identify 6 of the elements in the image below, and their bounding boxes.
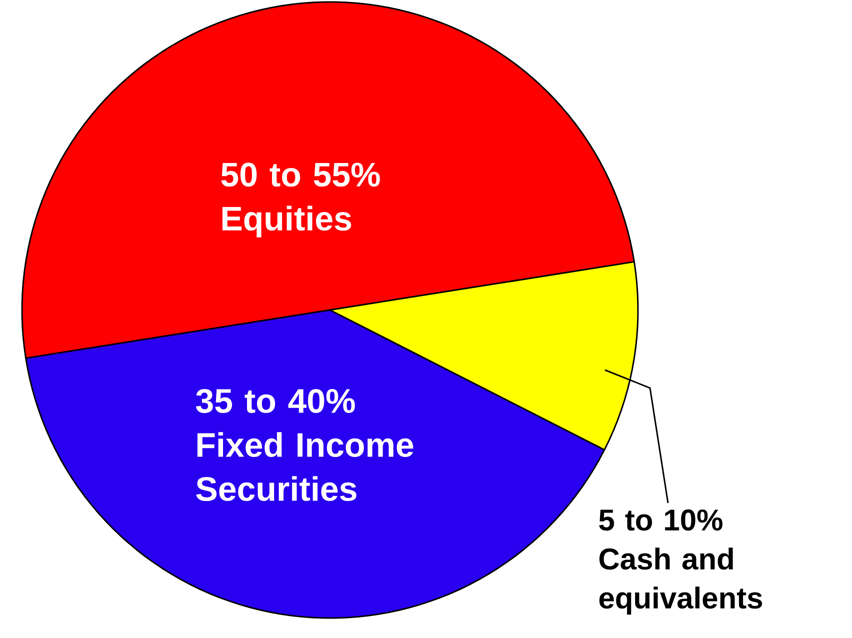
slice-label: Equities <box>222 206 352 238</box>
slice-label: Cash and equivalents <box>599 548 762 615</box>
data-label: 5 to 10% <box>599 509 722 531</box>
slice-label: Fixed Income Securities <box>196 432 414 502</box>
data-label: 50 to 55% <box>221 162 380 187</box>
data-label: 35 to 40% <box>196 388 355 414</box>
